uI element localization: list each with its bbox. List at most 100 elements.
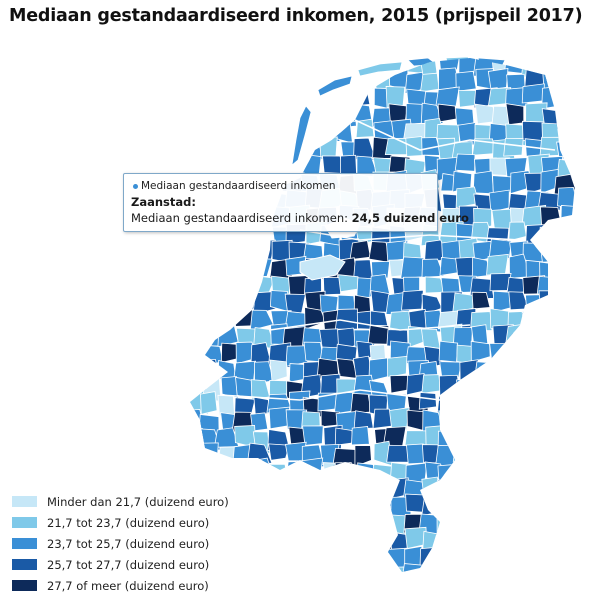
municipality-region[interactable] <box>541 476 561 496</box>
municipality-region[interactable] <box>289 548 312 568</box>
municipality-region[interactable] <box>401 289 424 311</box>
municipality-region[interactable] <box>523 512 543 534</box>
municipality-region[interactable] <box>543 309 563 333</box>
municipality-region[interactable] <box>220 68 238 94</box>
municipality-region[interactable] <box>557 257 575 276</box>
municipality-region[interactable] <box>371 498 394 520</box>
municipality-region[interactable] <box>524 339 546 364</box>
municipality-region[interactable] <box>255 105 278 130</box>
municipality-region[interactable] <box>475 430 496 454</box>
municipality-region[interactable] <box>506 394 524 417</box>
municipality-region[interactable] <box>441 547 464 572</box>
municipality-region[interactable] <box>250 72 273 93</box>
municipality-region[interactable] <box>349 240 371 261</box>
municipality-region[interactable] <box>573 223 592 247</box>
municipality-region[interactable] <box>576 532 592 553</box>
municipality-region[interactable] <box>198 52 223 72</box>
municipality-region[interactable] <box>506 430 528 449</box>
municipality-region[interactable] <box>338 564 359 587</box>
municipality-region[interactable] <box>577 191 592 210</box>
municipality-region[interactable] <box>523 390 546 411</box>
municipality-region[interactable] <box>557 410 575 436</box>
municipality-region[interactable] <box>249 309 274 332</box>
municipality-region[interactable] <box>196 107 219 130</box>
municipality-region[interactable] <box>268 86 291 110</box>
municipality-region[interactable] <box>437 103 458 123</box>
municipality-region[interactable] <box>339 511 362 533</box>
municipality-region[interactable] <box>459 545 481 569</box>
municipality-region[interactable] <box>200 237 223 262</box>
municipality-region[interactable] <box>542 392 566 417</box>
municipality-region[interactable] <box>319 136 338 158</box>
municipality-region[interactable] <box>254 142 278 163</box>
municipality-region[interactable] <box>472 561 494 585</box>
municipality-region[interactable] <box>522 479 544 502</box>
municipality-region[interactable] <box>559 53 579 75</box>
municipality-region[interactable] <box>267 463 289 483</box>
municipality-region[interactable] <box>455 70 477 92</box>
municipality-region[interactable] <box>305 564 328 583</box>
municipality-region[interactable] <box>284 73 307 96</box>
municipality-region[interactable] <box>577 154 592 177</box>
municipality-region[interactable] <box>474 464 494 485</box>
municipality-region[interactable] <box>234 271 256 296</box>
municipality-region[interactable] <box>421 258 445 278</box>
municipality-region[interactable] <box>318 546 339 572</box>
municipality-region[interactable] <box>236 258 260 280</box>
municipality-region[interactable] <box>560 205 580 227</box>
municipality-region[interactable] <box>506 375 528 396</box>
municipality-region[interactable] <box>578 391 592 415</box>
municipality-region[interactable] <box>525 497 547 518</box>
municipality-region[interactable] <box>490 429 513 452</box>
municipality-region[interactable] <box>455 429 479 454</box>
municipality-region[interactable] <box>454 153 476 172</box>
municipality-region[interactable] <box>522 358 542 380</box>
municipality-region[interactable] <box>493 445 516 468</box>
municipality-region[interactable] <box>319 103 339 126</box>
municipality-region[interactable] <box>490 545 514 568</box>
municipality-region[interactable] <box>540 443 562 464</box>
municipality-region[interactable] <box>268 105 289 128</box>
municipality-region[interactable] <box>233 460 255 481</box>
municipality-region[interactable] <box>232 154 254 174</box>
municipality-region[interactable] <box>475 394 497 416</box>
municipality-region[interactable] <box>522 461 542 482</box>
municipality-region[interactable] <box>574 260 592 283</box>
municipality-region[interactable] <box>231 54 255 79</box>
municipality-region[interactable] <box>400 256 425 280</box>
municipality-region[interactable] <box>199 87 223 108</box>
municipality-region[interactable] <box>283 512 306 537</box>
municipality-region[interactable] <box>334 427 355 446</box>
municipality-region[interactable] <box>199 442 219 462</box>
municipality-region[interactable] <box>576 567 592 584</box>
municipality-region[interactable] <box>489 497 512 520</box>
municipality-region[interactable] <box>561 545 580 567</box>
municipality-region[interactable] <box>576 177 592 199</box>
municipality-region[interactable] <box>471 494 492 517</box>
municipality-region[interactable] <box>456 529 479 552</box>
municipality-region[interactable] <box>456 460 477 480</box>
municipality-region[interactable] <box>230 495 255 519</box>
municipality-region[interactable] <box>554 448 574 468</box>
municipality-region[interactable] <box>301 54 325 78</box>
municipality-region[interactable] <box>572 307 592 332</box>
municipality-region[interactable] <box>436 494 458 517</box>
municipality-region[interactable] <box>576 205 592 226</box>
municipality-region[interactable] <box>456 378 479 400</box>
municipality-region[interactable] <box>252 124 275 146</box>
municipality-region[interactable] <box>509 561 533 584</box>
municipality-region[interactable] <box>539 136 561 157</box>
municipality-region[interactable] <box>421 495 444 517</box>
municipality-region[interactable] <box>187 57 210 78</box>
municipality-region[interactable] <box>504 444 526 464</box>
municipality-region[interactable] <box>507 547 531 571</box>
municipality-region[interactable] <box>503 137 524 157</box>
municipality-region[interactable] <box>419 546 438 570</box>
municipality-region[interactable] <box>272 547 295 568</box>
municipality-region[interactable] <box>421 374 441 394</box>
municipality-region[interactable] <box>474 361 499 381</box>
municipality-region[interactable] <box>508 221 527 242</box>
municipality-region[interactable] <box>401 563 426 585</box>
municipality-region[interactable] <box>561 359 581 382</box>
municipality-region[interactable] <box>472 170 494 195</box>
